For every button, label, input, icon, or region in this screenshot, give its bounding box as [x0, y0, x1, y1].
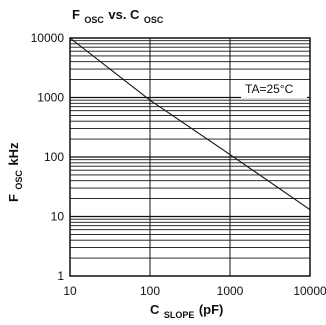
x-tick-label: 100: [140, 284, 160, 298]
title-mid: vs. C: [108, 7, 140, 22]
ylabel-main: F: [6, 194, 21, 202]
y-tick-label: 1: [57, 269, 64, 283]
title-sub-a: OSC: [84, 15, 104, 25]
y-axis-label: F OSC kHz: [5, 142, 26, 202]
ylabel-suffix: kHz: [6, 142, 21, 166]
frame-layer: [69, 37, 311, 277]
x-axis-label: C SLOPE (pF): [150, 301, 223, 322]
plot-frame: [69, 37, 311, 277]
temperature-annotation: TA=25°C: [245, 82, 294, 96]
xlabel-suffix: (pF): [199, 302, 224, 317]
xlabel-main: C: [150, 302, 160, 317]
annotation-background: [241, 80, 307, 98]
chart-title: F OSC vs. C OSC: [72, 6, 164, 27]
y-tick-label: 100: [44, 150, 64, 164]
series-layer: [69, 37, 311, 211]
y-tick-label: 10000: [31, 31, 65, 45]
grid-layer: [70, 38, 310, 276]
x-tick-label: 10: [63, 284, 77, 298]
ylabel-sub: OSC: [14, 170, 24, 190]
x-tick-label: 10000: [293, 284, 326, 298]
title-sub-b: OSC: [144, 15, 164, 25]
xlabel-sub: SLOPE: [164, 310, 195, 320]
y-tick-label: 1000: [37, 91, 64, 105]
title-main-a: F: [72, 7, 80, 22]
y-tick-label: 10: [51, 210, 65, 224]
series-line: [69, 37, 311, 211]
x-tick-label: 1000: [217, 284, 244, 298]
